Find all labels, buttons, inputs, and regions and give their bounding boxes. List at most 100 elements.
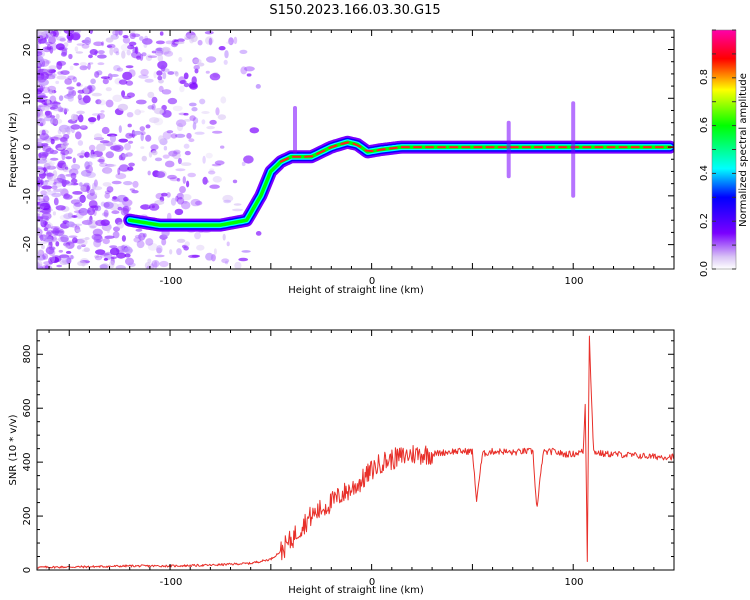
noise-blob xyxy=(45,246,55,255)
noise-blob xyxy=(51,90,57,94)
noise-blob xyxy=(209,168,215,172)
noise-blob xyxy=(196,244,205,251)
noise-blob xyxy=(68,53,73,60)
noise-blob xyxy=(101,41,105,47)
noise-blob xyxy=(69,65,74,71)
noise-blob xyxy=(122,205,132,212)
noise-blob xyxy=(145,124,151,129)
noise-blob xyxy=(165,40,174,45)
noise-blob xyxy=(148,151,153,158)
noise-blob xyxy=(172,105,183,112)
noise-blob xyxy=(93,179,98,188)
noise-blob xyxy=(79,155,84,159)
noise-blob xyxy=(176,178,181,182)
noise-blob xyxy=(104,168,112,175)
noise-blob xyxy=(89,225,97,229)
noise-blob xyxy=(214,160,225,165)
noise-blob xyxy=(241,161,246,167)
noise-blob xyxy=(116,67,124,72)
noise-blob xyxy=(51,192,62,198)
noise-blob xyxy=(101,167,113,174)
noise-blob xyxy=(37,117,43,122)
noise-blob xyxy=(145,54,153,61)
noise-blob xyxy=(95,219,106,227)
noise-blob xyxy=(96,143,106,152)
noise-blob xyxy=(147,170,151,176)
ridge-peak xyxy=(328,144,338,149)
noise-blob xyxy=(76,82,81,87)
noise-blob xyxy=(79,65,88,71)
noise-blob xyxy=(115,173,127,180)
noise-blob xyxy=(102,78,109,85)
noise-blob xyxy=(54,228,65,237)
noise-blob xyxy=(65,166,69,170)
noise-blob xyxy=(50,157,59,161)
noise-blob xyxy=(53,197,59,206)
noise-blob xyxy=(68,89,74,97)
snr-xtick-label: 100 xyxy=(564,577,583,588)
noise-blob xyxy=(74,46,79,52)
noise-blob xyxy=(88,54,93,59)
noise-blob xyxy=(80,125,86,128)
noise-blob xyxy=(105,99,114,108)
colorbar-ticks xyxy=(712,29,736,270)
noise-blob xyxy=(205,180,210,183)
noise-blob xyxy=(128,41,137,46)
noise-blob xyxy=(148,203,160,211)
noise-blob xyxy=(158,135,164,143)
ridge-band xyxy=(127,140,672,227)
spectrogram-ytick-label: 20 xyxy=(22,44,33,57)
noise-blob xyxy=(211,163,222,167)
noise-blob xyxy=(184,34,195,40)
noise-blob xyxy=(115,265,126,269)
noise-blob xyxy=(128,69,136,78)
noise-blob xyxy=(125,65,134,69)
noise-blob xyxy=(64,244,70,249)
noise-blob xyxy=(67,75,76,80)
noise-blob xyxy=(183,82,190,88)
noise-blob xyxy=(101,126,110,135)
noise-blob xyxy=(71,215,78,218)
noise-blob xyxy=(98,156,105,165)
noise-blob xyxy=(153,261,158,269)
noise-blob xyxy=(58,254,70,259)
noise-blob xyxy=(71,163,81,171)
noise-blob xyxy=(159,31,164,36)
noise-blob xyxy=(172,151,181,160)
noise-blob xyxy=(42,221,48,225)
noise-blob xyxy=(183,200,188,204)
noise-blob xyxy=(209,184,220,189)
noise-blob xyxy=(161,89,172,95)
noise-blob xyxy=(144,78,154,83)
noise-blob xyxy=(184,150,191,156)
noise-blob xyxy=(46,165,57,170)
noise-blob xyxy=(86,185,90,194)
noise-blob xyxy=(61,256,71,264)
noise-blob xyxy=(125,80,134,86)
noise-blob xyxy=(95,239,102,243)
noise-blob xyxy=(93,234,103,243)
noise-blob xyxy=(110,145,121,151)
noise-blob xyxy=(192,117,199,124)
noise-blob xyxy=(167,174,177,180)
noise-blob xyxy=(135,228,143,232)
spectrogram-xtick-label: -100 xyxy=(160,276,183,287)
noise-blob xyxy=(48,69,56,74)
noise-blob xyxy=(103,202,110,208)
noise-blob xyxy=(170,197,177,206)
noise-blob xyxy=(48,161,56,165)
noise-blob xyxy=(37,89,42,95)
noise-blob xyxy=(37,106,42,109)
noise-blob xyxy=(123,181,133,186)
noise-blob xyxy=(145,134,152,142)
noise-blob xyxy=(217,114,227,120)
noise-blob xyxy=(202,155,206,164)
noise-blob xyxy=(62,194,73,200)
noise-blob xyxy=(149,117,160,124)
noise-blob xyxy=(88,62,94,65)
noise-blob xyxy=(151,150,158,156)
noise-blob xyxy=(47,32,55,36)
noise-blob xyxy=(181,201,191,210)
noise-blob xyxy=(153,117,164,126)
